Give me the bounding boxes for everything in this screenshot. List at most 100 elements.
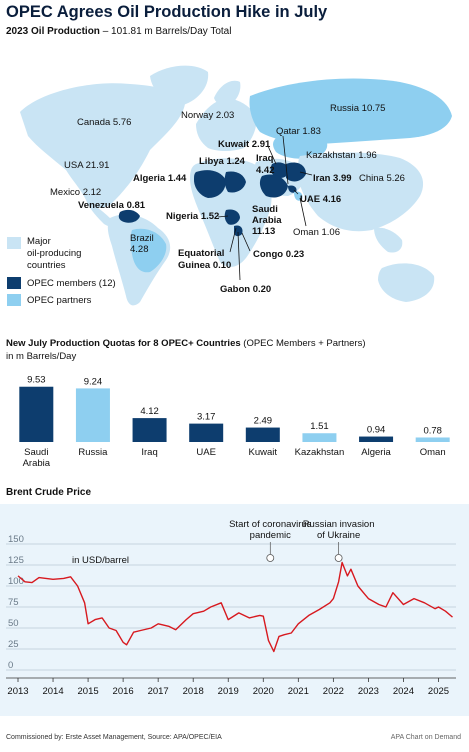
x-tick-label: 2016 [113,686,134,697]
bar-value-label: 9.24 [84,376,103,387]
bar-uae [189,423,224,442]
annotation-label: of Ukraine [317,530,360,541]
bar-iraq [132,418,167,442]
y-axis-label: in USD/barrel [72,555,129,566]
bar-category-label: UAE [196,447,216,458]
x-tick-label: 2017 [148,686,169,697]
map-iran [286,162,306,182]
bar-value-label: 3.17 [197,412,216,423]
quota-title-bold: New July Production Quotas for 8 OPEC+ C… [6,338,241,349]
map-algeria [194,170,226,198]
quota-unit: in m Barrels/Day [6,351,77,362]
map-central-america [86,200,113,227]
leader-uae [293,189,299,195]
label-gabon: Gabon 0.20 [220,284,272,295]
bar-category-label: Russia [78,447,108,458]
label-algeria: Algeria 1.44 [133,173,187,184]
label-usa: USA 21.91 [64,160,110,171]
annotation-label: Russian invasion [303,519,375,530]
leader-iran [299,171,313,176]
label-brazil-name: Brazil [130,233,154,244]
label-brazil-value: 4.28 [130,244,149,255]
line-chart-panel [0,504,469,716]
footer-credit: APA Chart on Demand [390,734,461,741]
x-tick-label: 2020 [253,686,274,697]
y-tick-label: 125 [8,555,24,566]
leader-qatar [282,135,289,185]
bar-category-label: Kuwait [249,447,278,458]
leader-eq-guinea [229,227,237,253]
map-subtitle-bold: 2023 Oil Production [6,26,100,37]
label-nigeria: Nigeria 1.52 [166,211,220,222]
brent-price-line [17,561,453,653]
legend-major-3: countries [27,260,66,271]
bar-kuwait [245,427,280,442]
leader-gabon [237,231,241,281]
bar-oman [415,437,450,442]
footer-source: Commissioned by: Erste Asset Management,… [6,734,222,741]
annotation-label: pandemic [250,530,291,541]
y-tick-label: 25 [8,639,19,650]
leader-kuwait [267,145,277,165]
label-saudi-2: Arabia [252,215,282,226]
map-china [328,155,404,202]
label-iran: Iran 3.99 [313,173,352,184]
bar-saudi-arabia [19,386,54,442]
x-tick-label: 2021 [288,686,309,697]
bar-category-label: Iraq [141,447,157,458]
leader-nigeria [217,215,229,218]
x-tick-label: 2019 [218,686,239,697]
map-subtitle-rest: – 101.81 m Barrels/Day Total [99,26,232,37]
label-mexico: Mexico 2.12 [50,187,102,198]
map-australia [378,263,435,302]
bar-kazakhstan [302,433,337,442]
x-tick-label: 2013 [7,686,28,697]
label-eq-guinea-1: Equatorial [178,248,225,259]
map-southeast-asia [374,227,403,253]
legend-swatch-opec-partners [7,294,21,306]
bar-value-label: 2.49 [254,416,273,427]
label-norway: Norway 2.03 [181,110,235,121]
label-venezuela: Venezuela 0.81 [78,200,146,211]
x-tick-label: 2025 [428,686,449,697]
quota-title: New July Production Quotas for 8 OPEC+ C… [6,338,366,349]
x-tick-label: 2014 [42,686,63,697]
x-tick-label: 2023 [358,686,379,697]
map-nigeria [224,209,240,225]
bar-russia [75,388,110,442]
label-iraq-value: 4.42 [256,165,275,176]
map-scandinavia [214,80,241,106]
map-europe [196,98,257,151]
map-greenland [150,65,209,106]
quota-title-rest: (OPEC Members + Partners) [240,338,366,349]
annotation-marker [266,554,275,562]
legend-swatch-major [7,237,21,249]
y-tick-label: 50 [8,618,19,629]
label-eq-guinea-2: Guinea 0.10 [178,260,232,271]
map-venezuela [118,209,140,223]
bar-algeria [359,436,394,442]
annotation-marker [334,554,343,562]
map-kazakhstan [273,135,328,159]
bar-value-label: 9.53 [27,375,46,386]
y-tick-label: 75 [8,597,19,608]
label-russia: Russia 10.75 [330,103,386,114]
x-tick-label: 2024 [393,686,414,697]
brent-line-chart: 0 25 50 75 100 125 150 2013 2014 2015 2016 2017 2018… [0,504,469,716]
label-congo: Congo 0.23 [253,249,305,260]
bar-category-label: Saudi [24,447,48,458]
legend-opec-members: OPEC members (12) [27,278,116,289]
x-tick-label: 2022 [323,686,344,697]
label-canada: Canada 5.76 [77,117,132,128]
x-tick-label: 2018 [183,686,204,697]
map-brazil [130,228,167,273]
label-kazakhstan: Kazakhstan 1.96 [306,150,377,161]
y-tick-label: 100 [8,576,24,587]
map-libya [224,171,246,193]
bar-value-label: 4.12 [140,406,159,417]
annotation-label: Start of coronavirus [229,519,312,530]
legend-major-2: oil-producing [27,248,82,259]
leader-oman [299,197,307,227]
leader-congo [241,232,251,252]
